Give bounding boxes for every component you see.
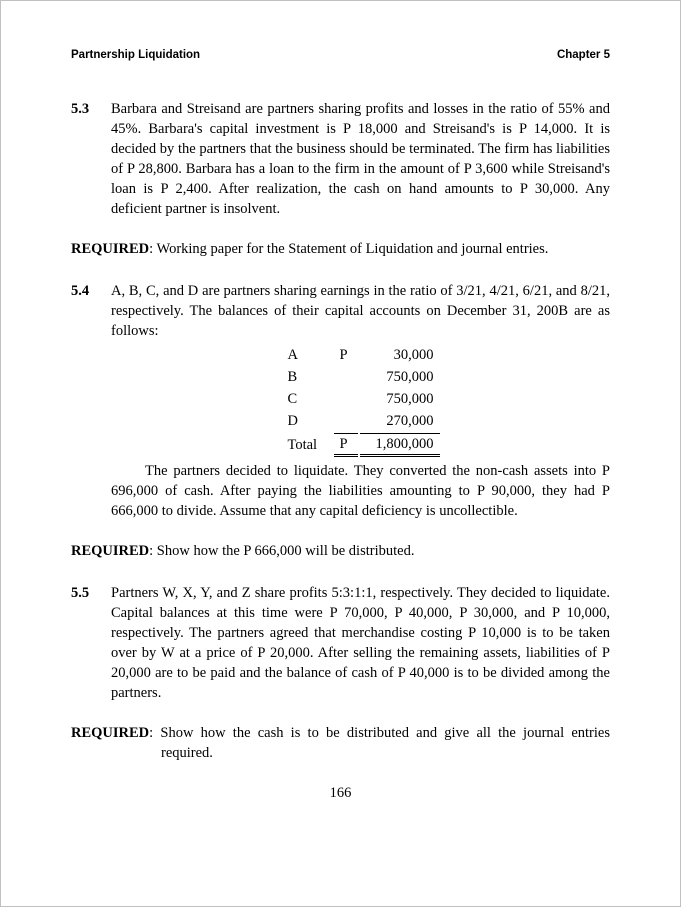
required-5-3: REQUIRED: Working paper for the Statemen… xyxy=(71,239,610,259)
problem-5-4: 5.4 A, B, C, and D are partners sharing … xyxy=(71,281,610,521)
problem-5-4-after: The partners decided to liquidate. They … xyxy=(111,461,610,521)
balance-b-label: B xyxy=(282,367,332,387)
balance-total-currency: P xyxy=(334,433,358,457)
balance-row-b: B 750,000 xyxy=(282,367,440,387)
balance-d-currency xyxy=(334,411,358,431)
required-5-4-text: : Show how the P 666,000 will be distrib… xyxy=(149,543,414,559)
balance-a-label: A xyxy=(282,345,332,365)
balance-c-value: 750,000 xyxy=(360,389,440,409)
required-5-5-text: : Show how the cash is to be distributed… xyxy=(149,725,610,761)
balance-d-value: 270,000 xyxy=(360,411,440,431)
page-number: 166 xyxy=(71,785,610,802)
balance-b-value: 750,000 xyxy=(360,367,440,387)
balance-total-value: 1,800,000 xyxy=(360,433,440,457)
required-5-5: REQUIRED: Show how the cash is to be dis… xyxy=(71,723,610,763)
balance-row-a: A P 30,000 xyxy=(282,345,440,365)
header-right: Chapter 5 xyxy=(557,49,610,61)
required-5-4: REQUIRED: Show how the P 666,000 will be… xyxy=(71,541,610,561)
balance-a-currency: P xyxy=(334,345,358,365)
balance-row-d: D 270,000 xyxy=(282,411,440,431)
required-5-3-label: REQUIRED xyxy=(71,241,149,257)
balance-row-c: C 750,000 xyxy=(282,389,440,409)
balance-c-currency xyxy=(334,389,358,409)
problem-5-5-text: Partners W, X, Y, and Z share profits 5:… xyxy=(111,583,610,703)
page-container: Partnership Liquidation Chapter 5 5.3 Ba… xyxy=(0,0,681,907)
balance-c-label: C xyxy=(282,389,332,409)
problem-5-3-number: 5.3 xyxy=(71,99,111,219)
balance-total-label: Total xyxy=(282,433,332,457)
page-header: Partnership Liquidation Chapter 5 xyxy=(71,49,610,61)
problem-5-4-number: 5.4 xyxy=(71,281,111,521)
required-5-5-label: REQUIRED xyxy=(71,725,149,741)
problem-5-5: 5.5 Partners W, X, Y, and Z share profit… xyxy=(71,583,610,703)
problem-5-4-intro: A, B, C, and D are partners sharing earn… xyxy=(111,281,610,341)
problem-5-5-number: 5.5 xyxy=(71,583,111,703)
required-5-3-text: : Working paper for the Statement of Liq… xyxy=(149,241,548,257)
balance-b-currency xyxy=(334,367,358,387)
balance-row-total: Total P 1,800,000 xyxy=(282,433,440,457)
header-left: Partnership Liquidation xyxy=(71,49,200,61)
balances-table: A P 30,000 B 750,000 C 750,000 xyxy=(280,343,442,459)
problem-5-3-text: Barbara and Streisand are partners shari… xyxy=(111,99,610,219)
required-5-4-label: REQUIRED xyxy=(71,543,149,559)
balance-d-label: D xyxy=(282,411,332,431)
problem-5-3: 5.3 Barbara and Streisand are partners s… xyxy=(71,99,610,219)
balance-a-value: 30,000 xyxy=(360,345,440,365)
